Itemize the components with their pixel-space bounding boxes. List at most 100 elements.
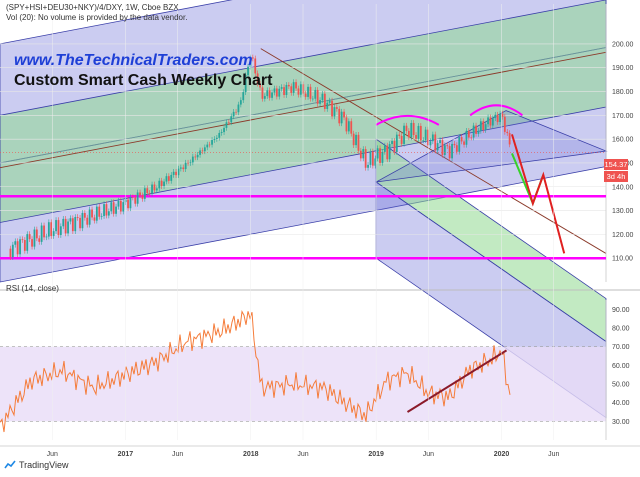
candle-body — [374, 158, 377, 166]
candle-body — [220, 132, 223, 133]
candle-body — [472, 125, 475, 138]
candle-body — [9, 248, 12, 258]
time-tick-label: Jun — [172, 451, 183, 458]
candle-body — [196, 154, 199, 158]
candle-body — [446, 145, 449, 147]
candle-body — [83, 212, 86, 218]
candle-body — [295, 82, 297, 89]
candle-body — [247, 66, 249, 76]
candle-body — [112, 202, 115, 214]
candle-body — [213, 138, 216, 141]
tradingview-logo[interactable]: TradingView — [4, 460, 69, 470]
candle-body — [323, 93, 326, 109]
candle-body — [215, 137, 218, 139]
candle-body — [107, 211, 110, 216]
candle-body — [280, 87, 283, 89]
candle-body — [482, 121, 485, 130]
candle-body — [134, 197, 137, 204]
time-tick-label: Jun — [423, 451, 434, 458]
candle-body — [311, 98, 314, 100]
candle-body — [463, 141, 465, 145]
candle-body — [465, 130, 468, 145]
candle-body — [261, 87, 264, 99]
candle-body — [74, 217, 77, 232]
candle-body — [141, 195, 144, 199]
chart-title: Custom Smart Cash Weekly Chart — [14, 72, 273, 89]
candle-body — [40, 225, 43, 242]
shoulder-arc-left — [375, 114, 440, 126]
candle-body — [278, 88, 281, 97]
candle-body — [506, 131, 509, 134]
candle-body — [434, 134, 437, 151]
candle-body — [81, 212, 84, 229]
symbol-header: (SPY+HSI+DEU30+NKY)/4/DXY, 1W, Cboe BZX — [6, 3, 179, 12]
candle-body — [95, 206, 98, 221]
candle-body — [189, 162, 192, 164]
candle-body — [287, 84, 290, 87]
candle-body — [508, 133, 511, 145]
candle-body — [467, 130, 470, 138]
candle-body — [69, 218, 72, 222]
last-price-badge: 154.37 — [604, 159, 628, 170]
brand-url[interactable]: www.TheTechnicalTraders.com — [14, 52, 253, 69]
candle-body — [415, 135, 417, 139]
candle-body — [448, 146, 451, 159]
candle-body — [177, 168, 180, 176]
candle-body — [307, 86, 309, 97]
candle-body — [227, 122, 230, 123]
candle-body — [333, 107, 336, 117]
candle-body — [208, 144, 211, 146]
candle-body — [379, 148, 381, 163]
candle-body — [67, 221, 69, 234]
candle-body — [33, 229, 36, 247]
candle-body — [427, 129, 429, 146]
candle-body — [242, 92, 245, 101]
candle-body — [254, 58, 257, 74]
candle-body — [129, 197, 132, 209]
candle-body — [211, 140, 213, 145]
candle-body — [263, 96, 266, 99]
candle-body — [494, 114, 497, 119]
candle-body — [412, 122, 415, 136]
candle-body — [326, 102, 329, 109]
candle-body — [362, 149, 365, 159]
candle-body — [124, 199, 127, 203]
candle-body — [355, 134, 357, 146]
rsi-tick-label: 90.00 — [612, 307, 630, 314]
rsi-label: RSI (14, close) — [6, 284, 59, 293]
candle-body — [110, 202, 113, 212]
time-tick-label: Jun — [47, 451, 58, 458]
time-tick-label: Jun — [548, 451, 559, 458]
candle-body — [127, 199, 129, 209]
candle-body — [395, 134, 398, 152]
candle-body — [429, 141, 432, 146]
price-tick-label: 160.00 — [612, 137, 634, 144]
price-tick-label: 180.00 — [612, 89, 634, 96]
time-tick-label: 2018 — [243, 451, 259, 458]
candle-body — [314, 89, 317, 99]
candle-body — [371, 151, 374, 166]
candle-body — [249, 57, 252, 67]
candle-body — [55, 220, 57, 232]
time-tick-label: 2019 — [368, 451, 384, 458]
price-tick-label: 170.00 — [612, 113, 634, 120]
candle-body — [335, 107, 338, 109]
candle-body — [103, 204, 105, 217]
candle-body — [100, 216, 103, 217]
candle-body — [359, 150, 362, 159]
candle-body — [105, 204, 108, 216]
candle-body — [297, 88, 300, 95]
candle-body — [59, 226, 62, 235]
candle-body — [479, 121, 482, 131]
candle-body — [64, 218, 67, 234]
candle-body — [266, 90, 269, 97]
candle-body — [424, 129, 427, 140]
candle-body — [194, 156, 197, 158]
candle-body — [407, 130, 410, 138]
candle-body — [131, 197, 134, 198]
price-tick-label: 130.00 — [612, 208, 634, 215]
time-left-badge: 3d 4h — [604, 171, 628, 182]
candle-body — [268, 90, 271, 98]
candle-body — [422, 139, 425, 141]
candle-body — [235, 111, 237, 113]
